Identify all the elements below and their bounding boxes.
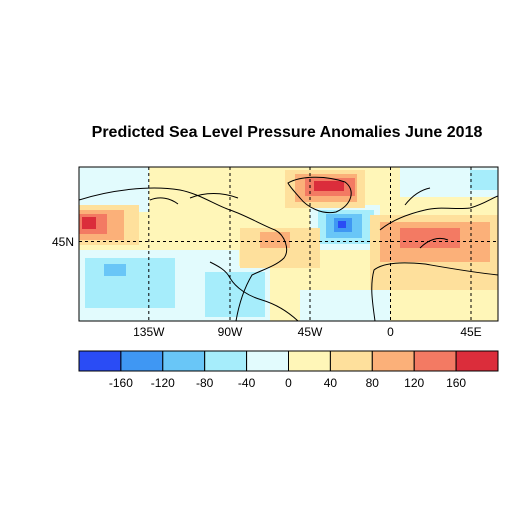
- lat-label-45n: 45N: [52, 235, 74, 249]
- lon-label-90w: 90W: [218, 325, 243, 339]
- colorbar-tick-label: -40: [238, 376, 256, 390]
- colorbar-swatch: [120, 350, 164, 372]
- coastlines: [79, 176, 498, 321]
- colorbar-tick-label: -120: [151, 376, 175, 390]
- colorbar-swatch: [329, 350, 373, 372]
- colorbar-swatch: [288, 350, 331, 372]
- lon-label-135w: 135W: [133, 325, 165, 339]
- colorbar-labels: -160 -120 -80 -40 0 40 80 120 160: [109, 376, 467, 390]
- colorbar-tick-label: -160: [109, 376, 133, 390]
- colorbar-swatch: [371, 350, 415, 372]
- map-panel: 135W 90W 45W 0 45E 45N: [52, 166, 499, 339]
- colorbar-tick-label: 120: [404, 376, 424, 390]
- colorbar-swatch: [246, 350, 290, 372]
- colorbar-swatch: [204, 350, 248, 372]
- lon-label-45w: 45W: [298, 325, 323, 339]
- colorbar-tick-label: 80: [366, 376, 380, 390]
- gridlines: [79, 167, 498, 321]
- colorbar-swatches: [78, 350, 499, 372]
- colorbar-tick-label: 0: [285, 376, 292, 390]
- colorbar-swatch: [78, 350, 122, 372]
- colorbar-swatch: [162, 350, 206, 372]
- map-title: Predicted Sea Level Pressure Anomalies J…: [91, 124, 483, 141]
- colorbar-frame: [78, 350, 499, 372]
- longitude-labels: 135W 90W 45W 0 45E: [133, 325, 482, 339]
- colorbar: -160 -120 -80 -40 0 40 80 120 160: [78, 350, 499, 390]
- colorbar-tick-label: 40: [324, 376, 338, 390]
- colorbar-swatch: [413, 350, 457, 372]
- lon-label-45e: 45E: [460, 325, 481, 339]
- colorbar-tick-label: 160: [446, 376, 466, 390]
- negative-anomaly-regions: [79, 167, 498, 321]
- map-frame: [78, 166, 499, 322]
- colorbar-tick-label: -80: [196, 376, 214, 390]
- colorbar-swatch: [455, 350, 499, 372]
- lon-label-0: 0: [387, 325, 394, 339]
